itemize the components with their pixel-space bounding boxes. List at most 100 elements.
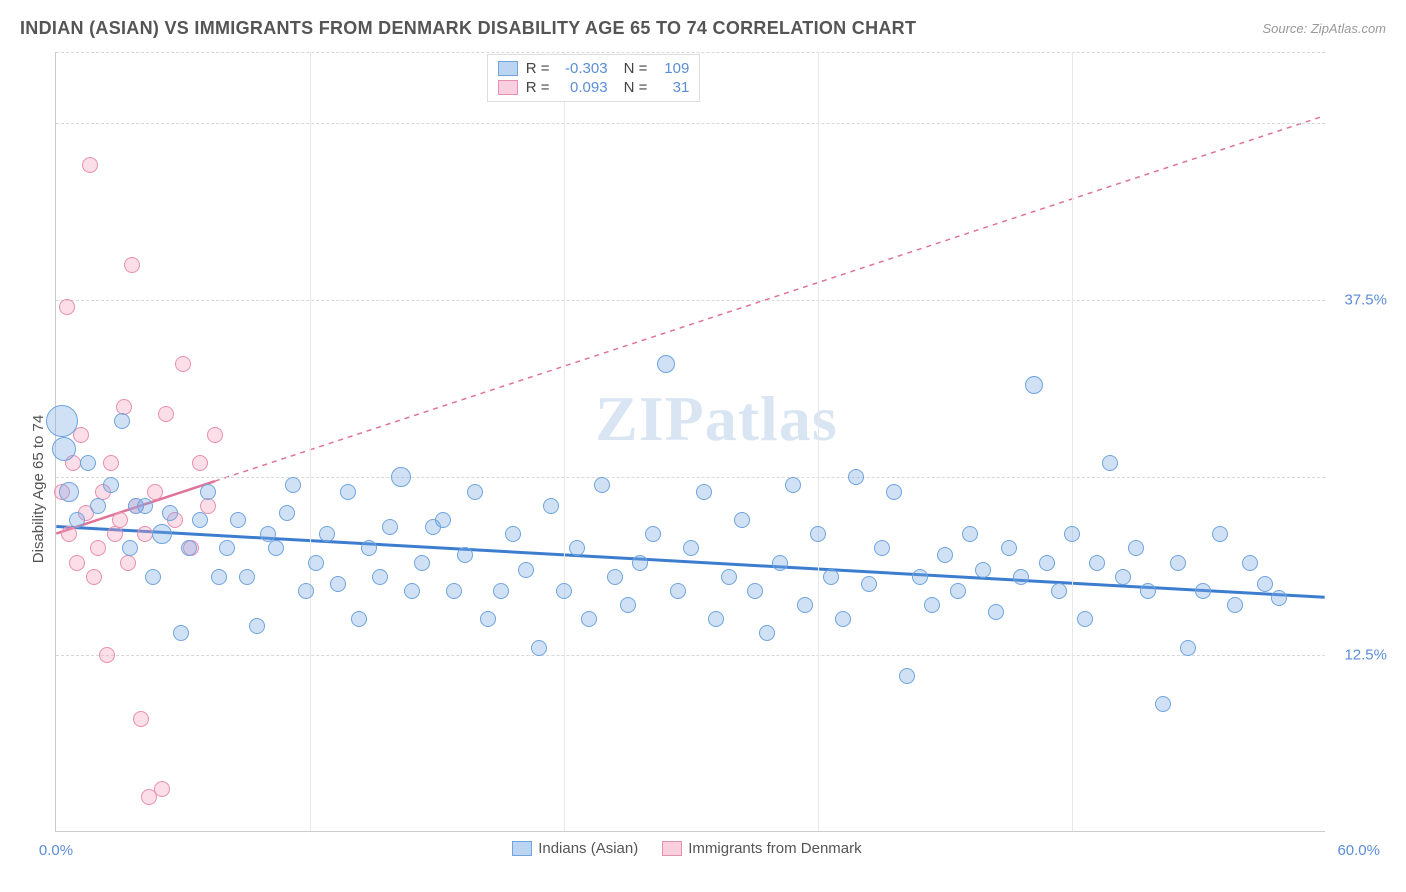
data-point-blue (1001, 540, 1017, 556)
data-point-blue (1064, 526, 1080, 542)
n-value: 109 (655, 60, 689, 77)
legend-swatch-pink (498, 80, 518, 95)
data-point-blue (219, 540, 235, 556)
data-point-blue (581, 611, 597, 627)
data-point-blue (785, 477, 801, 493)
data-point-blue (772, 555, 788, 571)
data-point-blue (1195, 583, 1211, 599)
data-point-blue (518, 562, 534, 578)
data-point-blue (1257, 576, 1273, 592)
data-point-pink (120, 555, 136, 571)
data-point-pink (59, 299, 75, 315)
gridline-vertical (564, 52, 565, 831)
gridline-horizontal (56, 655, 1325, 656)
series-legend: Indians (Asian)Immigrants from Denmark (512, 840, 861, 857)
data-point-blue (298, 583, 314, 599)
data-point-blue (404, 583, 420, 599)
data-point-blue (683, 540, 699, 556)
data-point-blue (531, 640, 547, 656)
data-point-blue (1115, 569, 1131, 585)
data-point-blue (192, 512, 208, 528)
data-point-pink (124, 257, 140, 273)
data-point-blue (493, 583, 509, 599)
data-point-pink (147, 484, 163, 500)
data-point-blue (230, 512, 246, 528)
data-point-blue (162, 505, 178, 521)
trend-lines (56, 52, 1325, 831)
gridline-horizontal (56, 300, 1325, 301)
data-point-blue (848, 469, 864, 485)
stats-row-blue: R =-0.303N =109 (498, 59, 690, 78)
x-tick-label: 60.0% (1337, 842, 1380, 859)
data-point-blue (1242, 555, 1258, 571)
data-point-blue (937, 547, 953, 563)
data-point-blue (886, 484, 902, 500)
data-point-blue (137, 498, 153, 514)
data-point-blue (59, 482, 79, 502)
data-point-blue (480, 611, 496, 627)
data-point-blue (69, 512, 85, 528)
r-label: R = (526, 79, 550, 96)
data-point-pink (112, 512, 128, 528)
legend-label: Immigrants from Denmark (688, 840, 861, 857)
scatter-plot: ZIPatlas 12.5%37.5%0.0%60.0% (55, 52, 1325, 832)
data-point-blue (620, 597, 636, 613)
data-point-blue (645, 526, 661, 542)
n-value: 31 (655, 79, 689, 96)
data-point-pink (82, 157, 98, 173)
data-point-blue (657, 355, 675, 373)
data-point-pink (107, 526, 123, 542)
data-point-blue (391, 467, 411, 487)
data-point-pink (103, 455, 119, 471)
title-bar: INDIAN (ASIAN) VS IMMIGRANTS FROM DENMAR… (20, 18, 1386, 39)
data-point-blue (200, 484, 216, 500)
data-point-blue (467, 484, 483, 500)
data-point-blue (114, 413, 130, 429)
data-point-blue (708, 611, 724, 627)
data-point-blue (670, 583, 686, 599)
data-point-blue (1180, 640, 1196, 656)
gridline-vertical (310, 52, 311, 831)
data-point-pink (86, 569, 102, 585)
data-point-blue (446, 583, 462, 599)
data-point-blue (435, 512, 451, 528)
data-point-blue (505, 526, 521, 542)
data-point-blue (414, 555, 430, 571)
data-point-blue (1051, 583, 1067, 599)
data-point-blue (632, 555, 648, 571)
data-point-blue (382, 519, 398, 535)
data-point-blue (361, 540, 377, 556)
data-point-blue (351, 611, 367, 627)
data-point-blue (173, 625, 189, 641)
data-point-pink (200, 498, 216, 514)
data-point-blue (950, 583, 966, 599)
data-point-blue (835, 611, 851, 627)
data-point-pink (69, 555, 85, 571)
data-point-blue (103, 477, 119, 493)
data-point-blue (861, 576, 877, 592)
data-point-blue (1128, 540, 1144, 556)
data-point-blue (239, 569, 255, 585)
data-point-blue (1013, 569, 1029, 585)
data-point-blue (823, 569, 839, 585)
data-point-blue (1140, 583, 1156, 599)
r-value: -0.303 (558, 60, 608, 77)
data-point-pink (61, 526, 77, 542)
data-point-pink (158, 406, 174, 422)
correlation-stats-legend: R =-0.303N =109R =0.093N =31 (487, 54, 701, 102)
data-point-blue (340, 484, 356, 500)
n-label: N = (624, 79, 648, 96)
y-axis-label: Disability Age 65 to 74 (30, 415, 47, 563)
data-point-blue (1089, 555, 1105, 571)
y-tick-label: 37.5% (1344, 292, 1387, 309)
legend-swatch-pink (662, 841, 682, 856)
data-point-pink (137, 526, 153, 542)
data-point-blue (1271, 590, 1287, 606)
data-point-blue (962, 526, 978, 542)
data-point-blue (747, 583, 763, 599)
data-point-blue (988, 604, 1004, 620)
data-point-blue (1212, 526, 1228, 542)
data-point-blue (543, 498, 559, 514)
data-point-pink (207, 427, 223, 443)
gridline-vertical (1072, 52, 1073, 831)
